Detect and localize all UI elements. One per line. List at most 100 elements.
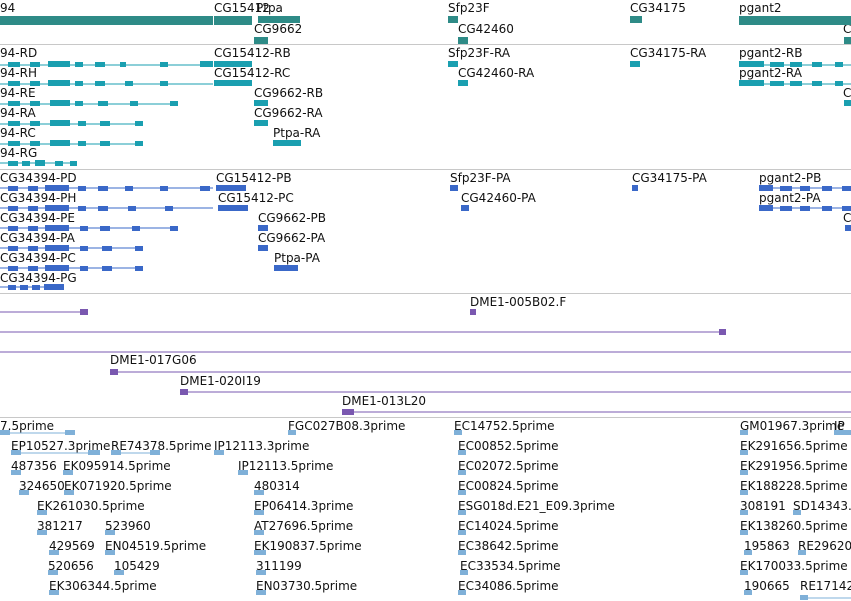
feature-exon-block[interactable]: [160, 81, 168, 86]
feature-label[interactable]: GM01967.3prime: [740, 419, 845, 433]
feature-label[interactable]: CG34175: [630, 1, 686, 15]
feature-label[interactable]: 94-RH: [0, 66, 37, 80]
feature-exon-block[interactable]: [95, 62, 105, 67]
feature-exon-block[interactable]: [55, 161, 63, 166]
feature-label[interactable]: EP10527.3prime: [11, 439, 111, 453]
feature-glyph[interactable]: [470, 309, 476, 315]
feature-label[interactable]: 520656: [48, 559, 94, 573]
feature-exon-block[interactable]: [740, 570, 748, 575]
feature-glyph[interactable]: [632, 185, 638, 191]
feature-glyph[interactable]: [740, 530, 748, 535]
feature-glyph[interactable]: [458, 450, 466, 455]
feature-exon-block[interactable]: [200, 186, 210, 191]
feature-exon-block[interactable]: [0, 16, 213, 25]
feature-exon-block[interactable]: [822, 186, 832, 191]
feature-exon-block[interactable]: [64, 490, 74, 495]
feature-exon-block[interactable]: [254, 120, 268, 126]
feature-label[interactable]: EC14752.5prime: [454, 419, 555, 433]
feature-exon-block[interactable]: [88, 450, 100, 455]
feature-exon-block[interactable]: [130, 101, 138, 106]
feature-exon-block[interactable]: [342, 409, 354, 415]
feature-glyph[interactable]: [0, 16, 213, 25]
feature-glyph[interactable]: [110, 369, 851, 375]
feature-glyph[interactable]: [458, 470, 466, 475]
feature-exon-block[interactable]: [458, 470, 466, 475]
feature-glyph[interactable]: [288, 430, 296, 435]
feature-exon-block[interactable]: [75, 101, 83, 106]
feature-exon-block[interactable]: [20, 285, 28, 290]
feature-label[interactable]: SD14343.: [793, 499, 851, 513]
feature-label[interactable]: pgant2-RB: [739, 46, 803, 60]
feature-exon-block[interactable]: [790, 81, 802, 86]
feature-glyph[interactable]: [458, 590, 466, 595]
feature-exon-block[interactable]: [842, 206, 851, 211]
feature-label[interactable]: CG15412-PB: [216, 171, 292, 185]
feature-exon-block[interactable]: [739, 61, 764, 67]
feature-glyph[interactable]: [274, 265, 298, 271]
feature-exon-block[interactable]: [63, 470, 73, 475]
feature-glyph[interactable]: [214, 450, 224, 455]
feature-glyph[interactable]: [460, 570, 468, 575]
feature-exon-block[interactable]: [288, 430, 296, 435]
feature-exon-block[interactable]: [28, 186, 38, 191]
feature-label[interactable]: 381217: [37, 519, 83, 533]
feature-exon-block[interactable]: [254, 490, 264, 495]
feature-exon-block[interactable]: [800, 186, 810, 191]
feature-glyph[interactable]: [450, 185, 458, 191]
feature-exon-block[interactable]: [102, 246, 112, 251]
feature-glyph[interactable]: [64, 490, 74, 495]
feature-exon-block[interactable]: [128, 206, 136, 211]
feature-exon-block[interactable]: [798, 550, 806, 555]
feature-exon-block[interactable]: [744, 590, 752, 595]
feature-exon-block[interactable]: [458, 510, 466, 515]
feature-exon-block[interactable]: [812, 81, 822, 86]
feature-label[interactable]: CG34394-PC: [0, 251, 76, 265]
feature-glyph[interactable]: [254, 120, 268, 126]
feature-label[interactable]: 94-RC: [0, 126, 36, 140]
feature-exon-block[interactable]: [256, 570, 266, 575]
feature-exon-block[interactable]: [50, 140, 70, 146]
feature-glyph[interactable]: [254, 530, 264, 535]
feature-exon-block[interactable]: [454, 430, 462, 435]
feature-exon-block[interactable]: [739, 80, 764, 86]
feature-label[interactable]: 7.5prime: [0, 419, 55, 433]
feature-label[interactable]: ESG018d.E21_E09.3prime: [458, 499, 615, 513]
feature-exon-block[interactable]: [125, 186, 133, 191]
feature-label[interactable]: EC00852.5prime: [458, 439, 559, 453]
feature-label[interactable]: CG9662-RA: [254, 106, 323, 120]
feature-glyph[interactable]: [180, 389, 851, 395]
feature-label[interactable]: CG15412-RB: [214, 46, 291, 60]
feature-exon-block[interactable]: [200, 61, 213, 67]
feature-exon-block[interactable]: [273, 140, 301, 146]
feature-glyph[interactable]: [0, 430, 75, 435]
feature-label[interactable]: CG34394-PE: [0, 211, 75, 225]
feature-glyph[interactable]: [458, 80, 468, 86]
feature-exon-block[interactable]: [740, 510, 748, 515]
feature-exon-block[interactable]: [458, 550, 466, 555]
feature-label[interactable]: Ptpa-RA: [273, 126, 321, 140]
feature-label[interactable]: EK261030.5prime: [37, 499, 145, 513]
feature-label[interactable]: pgant2: [739, 1, 782, 15]
feature-exon-block[interactable]: [8, 186, 18, 191]
feature-label[interactable]: CG34175-RA: [630, 46, 707, 60]
feature-glyph[interactable]: [273, 140, 301, 146]
feature-exon-block[interactable]: [125, 81, 133, 86]
feature-glyph[interactable]: [238, 470, 248, 475]
feature-glyph[interactable]: [739, 16, 851, 25]
feature-glyph[interactable]: [458, 550, 466, 555]
feature-glyph[interactable]: [111, 450, 160, 455]
feature-glyph[interactable]: [740, 430, 748, 435]
feature-exon-block[interactable]: [632, 185, 638, 191]
feature-glyph[interactable]: [798, 550, 806, 555]
feature-exon-block[interactable]: [30, 81, 40, 86]
feature-exon-block[interactable]: [800, 595, 808, 600]
feature-label[interactable]: EC00824.5prime: [458, 479, 559, 493]
feature-glyph[interactable]: [37, 530, 47, 535]
feature-glyph[interactable]: [11, 450, 100, 455]
feature-exon-block[interactable]: [800, 206, 810, 211]
feature-exon-block[interactable]: [8, 285, 16, 290]
feature-label[interactable]: RE74378.5prime: [111, 439, 212, 453]
feature-label[interactable]: CG42460-RA: [458, 66, 535, 80]
feature-glyph[interactable]: [458, 530, 466, 535]
feature-exon-block[interactable]: [770, 62, 784, 67]
